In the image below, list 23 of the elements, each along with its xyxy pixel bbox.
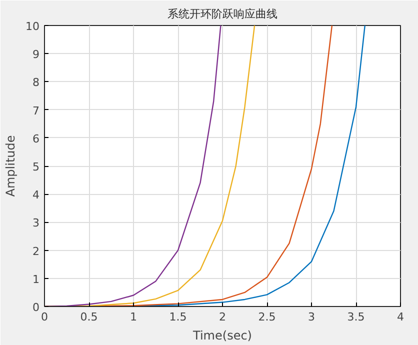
y-tick-label: 1 bbox=[32, 272, 40, 286]
y-tick-label: 0 bbox=[32, 301, 40, 314]
y-tick-label: 9 bbox=[32, 48, 40, 62]
y-axis-title: Amplitude bbox=[4, 135, 18, 197]
x-tick-label: 1 bbox=[130, 310, 137, 324]
x-tick-label: 2 bbox=[219, 310, 226, 324]
y-tick-label: 3 bbox=[32, 216, 40, 230]
y-tick-label: 10 bbox=[26, 20, 40, 33]
x-tick-label: 4 bbox=[397, 310, 404, 324]
y-tick-label: 4 bbox=[32, 188, 40, 202]
x-tick-label: 3.5 bbox=[347, 310, 365, 324]
y-tick-label: 6 bbox=[32, 132, 40, 146]
y-tick-label: 7 bbox=[32, 104, 40, 118]
x-tick-label: 0.5 bbox=[80, 310, 98, 324]
x-tick-label: 0 bbox=[41, 310, 48, 324]
x-axis-title: Time(sec) bbox=[192, 328, 252, 342]
x-tick-label: 2.5 bbox=[258, 310, 276, 324]
x-tick-label: 3 bbox=[308, 310, 315, 324]
x-tick-label: 1.5 bbox=[169, 310, 187, 324]
y-tick-label: 8 bbox=[32, 76, 40, 90]
y-tick-label: 2 bbox=[32, 244, 40, 258]
y-tick-label: 5 bbox=[32, 160, 40, 174]
chart-title: 系统开环阶跃响应曲线 bbox=[168, 8, 278, 20]
